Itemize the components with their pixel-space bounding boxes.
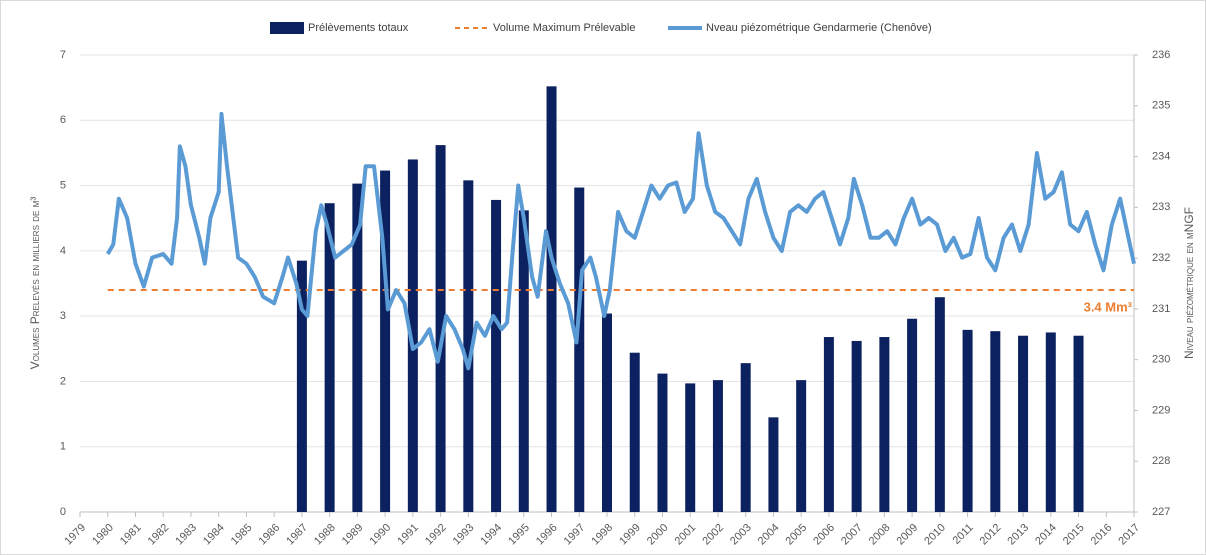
y2-tick-label: 228 xyxy=(1152,455,1170,467)
y-tick-label: 2 xyxy=(60,375,66,387)
bar xyxy=(934,297,945,512)
y2-tick-label: 231 xyxy=(1152,303,1170,315)
y-tick-label: 3 xyxy=(60,310,66,322)
bar xyxy=(629,352,640,512)
bar xyxy=(463,180,474,512)
y2-tick-label: 227 xyxy=(1152,506,1170,518)
bar xyxy=(574,187,585,512)
bar xyxy=(380,170,391,512)
bar xyxy=(491,199,502,513)
y-tick-label: 4 xyxy=(60,245,66,257)
bar xyxy=(962,329,973,512)
y-tick-label: 1 xyxy=(60,441,66,453)
bar xyxy=(602,313,612,512)
bar xyxy=(851,340,862,512)
bar xyxy=(907,318,918,512)
bar xyxy=(879,337,890,512)
bar xyxy=(657,373,668,512)
bar xyxy=(1073,335,1084,512)
legend-label: Volume Maximum Prélevable xyxy=(493,22,635,34)
y2-tick-label: 234 xyxy=(1152,150,1170,162)
bar xyxy=(546,86,557,512)
y2-tick-label: 235 xyxy=(1152,100,1170,112)
y2-tick-label: 233 xyxy=(1152,201,1170,213)
y2-tick-label: 236 xyxy=(1152,49,1170,61)
legend-swatch xyxy=(270,22,304,34)
annotation: 3.4 Mm³ xyxy=(1084,299,1133,314)
legend-label: Nveau piézométrique Gendarmerie (Chenôve… xyxy=(706,22,932,34)
bar xyxy=(823,337,834,512)
y2-axis-label: Niveau piézométrique en mNGF xyxy=(1182,207,1196,359)
bar xyxy=(407,159,418,512)
level-line xyxy=(106,111,1136,371)
bar xyxy=(435,145,446,512)
legend-label: Prélèvements totaux xyxy=(308,22,409,34)
bar xyxy=(990,331,1001,512)
bar xyxy=(685,383,696,512)
bar xyxy=(712,380,723,512)
y-tick-label: 0 xyxy=(60,506,66,518)
bar xyxy=(296,260,307,512)
bar xyxy=(1018,335,1029,512)
y-tick-label: 6 xyxy=(60,114,66,126)
bar xyxy=(768,417,779,512)
bar xyxy=(796,380,807,512)
y-axis-label: Volumes Prelevés en milliers de m³ xyxy=(28,197,42,370)
y-tick-label: 5 xyxy=(60,179,66,191)
bar xyxy=(518,210,529,512)
y2-tick-label: 230 xyxy=(1152,354,1170,366)
y2-tick-label: 232 xyxy=(1152,252,1170,264)
y-tick-label: 7 xyxy=(60,49,66,61)
bar xyxy=(1045,332,1056,512)
bar xyxy=(324,203,335,512)
y2-tick-label: 229 xyxy=(1152,404,1170,416)
bar xyxy=(352,183,363,512)
bar xyxy=(740,363,751,512)
